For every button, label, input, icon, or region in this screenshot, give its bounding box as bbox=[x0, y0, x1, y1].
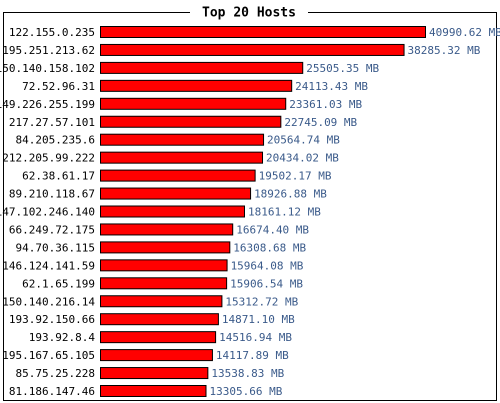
value-label: 20434.02 MB bbox=[266, 152, 339, 165]
bar bbox=[100, 169, 256, 182]
category-label: 193.92.8.4 bbox=[29, 331, 96, 344]
category-label: 72.52.96.31 bbox=[22, 80, 95, 93]
category-label: 150.140.216.14 bbox=[2, 295, 95, 308]
bar bbox=[100, 295, 223, 308]
value-label: 15964.08 MB bbox=[231, 259, 304, 272]
bar bbox=[100, 115, 282, 128]
value-label: 19502.17 MB bbox=[259, 170, 332, 183]
category-label: 94.70.36.115 bbox=[16, 241, 95, 254]
bar bbox=[100, 187, 252, 200]
category-label: 85.75.25.228 bbox=[16, 367, 95, 380]
chart-title: Top 20 Hosts bbox=[202, 6, 296, 21]
bar bbox=[100, 313, 219, 326]
value-label: 18926.88 MB bbox=[254, 188, 327, 201]
value-label: 18161.12 MB bbox=[248, 206, 321, 219]
bar bbox=[100, 277, 228, 290]
category-label: 150.140.158.102 bbox=[0, 62, 95, 75]
category-label: 146.124.141.59 bbox=[2, 259, 95, 272]
value-label: 14516.94 MB bbox=[219, 331, 292, 344]
category-label: 89.210.118.67 bbox=[9, 188, 95, 201]
value-label: 16674.40 MB bbox=[236, 223, 309, 236]
value-label: 16308.68 MB bbox=[233, 241, 306, 254]
bar bbox=[100, 43, 405, 56]
category-label: 195.167.65.105 bbox=[2, 349, 95, 362]
bar bbox=[100, 79, 293, 92]
category-label: 84.205.235.6 bbox=[16, 134, 95, 147]
category-label: 62.38.61.17 bbox=[22, 170, 95, 183]
category-label: 212.205.99.222 bbox=[2, 152, 95, 165]
bar bbox=[100, 133, 265, 146]
value-label: 23361.03 MB bbox=[289, 98, 362, 111]
category-label: 66.249.72.175 bbox=[9, 223, 95, 236]
value-label: 14871.10 MB bbox=[222, 313, 295, 326]
title-background bbox=[190, 4, 308, 22]
category-label: 81.186.147.46 bbox=[9, 385, 95, 398]
bar bbox=[100, 97, 287, 110]
value-label: 38285.32 MB bbox=[408, 44, 481, 57]
value-label: 24113.43 MB bbox=[295, 80, 368, 93]
value-label: 25505.35 MB bbox=[306, 62, 379, 75]
category-label: 193.92.150.66 bbox=[9, 313, 95, 326]
bar bbox=[100, 367, 209, 380]
bar bbox=[100, 331, 217, 344]
category-label: 195.251.213.62 bbox=[2, 44, 95, 57]
value-label: 14117.89 MB bbox=[216, 349, 289, 362]
value-label: 20564.74 MB bbox=[267, 134, 340, 147]
bar bbox=[100, 61, 304, 74]
category-label: 149.226.255.199 bbox=[0, 98, 95, 111]
category-label: 147.102.246.140 bbox=[0, 206, 95, 219]
bar bbox=[100, 349, 213, 362]
bar bbox=[100, 205, 245, 218]
value-label: 15312.72 MB bbox=[225, 295, 298, 308]
bar bbox=[100, 151, 264, 164]
bar bbox=[100, 223, 234, 236]
value-label: 40990.62 MB bbox=[429, 26, 500, 39]
value-label: 22745.09 MB bbox=[284, 116, 357, 129]
value-label: 15906.54 MB bbox=[230, 277, 303, 290]
bar bbox=[100, 26, 426, 38]
bar bbox=[100, 385, 207, 397]
category-label: 122.155.0.235 bbox=[9, 26, 95, 39]
category-label: 62.1.65.199 bbox=[22, 277, 95, 290]
bar bbox=[100, 241, 231, 254]
bar bbox=[100, 259, 228, 272]
value-label: 13305.66 MB bbox=[209, 385, 282, 398]
category-label: 217.27.57.101 bbox=[9, 116, 95, 129]
value-label: 13538.83 MB bbox=[211, 367, 284, 380]
